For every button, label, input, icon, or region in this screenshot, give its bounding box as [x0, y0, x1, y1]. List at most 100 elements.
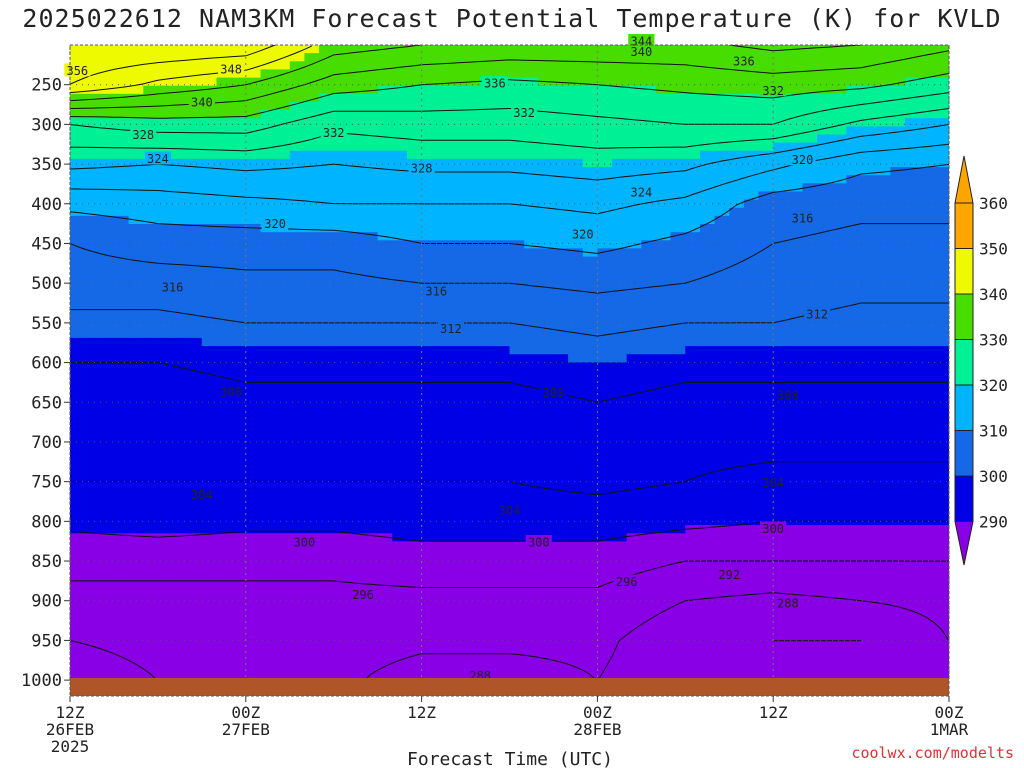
field-cell — [333, 386, 349, 396]
field-cell — [641, 647, 657, 656]
field-cell — [480, 403, 496, 412]
field-cell — [450, 508, 467, 518]
field-cell — [436, 557, 452, 567]
field-cell — [597, 134, 613, 144]
field-cell — [626, 102, 642, 111]
field-cell — [70, 199, 86, 209]
contour-line-308 — [70, 362, 949, 403]
field-cell — [831, 110, 847, 119]
field-cell — [436, 272, 452, 282]
field-cell — [905, 142, 921, 152]
field-cell — [641, 337, 657, 347]
field-cell — [99, 419, 115, 428]
field-cell — [685, 468, 701, 477]
field-cell — [773, 207, 789, 217]
field-cell — [187, 386, 203, 396]
field-cell — [99, 158, 115, 168]
field-cell — [846, 598, 862, 608]
field-cell — [465, 53, 481, 62]
field-cell — [743, 606, 760, 616]
field-cell — [99, 167, 115, 176]
field-cell — [905, 508, 921, 518]
field-cell — [538, 305, 555, 315]
field-cell — [934, 525, 949, 534]
field-cell — [568, 150, 584, 160]
field-cell — [260, 378, 276, 388]
field-cell — [260, 541, 276, 551]
field-cell — [84, 191, 100, 201]
field-cell — [319, 370, 335, 380]
credit-link[interactable]: coolwx.com/modelts — [851, 744, 1014, 762]
field-cell — [231, 525, 247, 534]
field-cell — [787, 492, 804, 502]
field-cell — [114, 232, 130, 241]
field-cell — [392, 281, 408, 290]
field-cell — [802, 232, 818, 241]
field-cell — [875, 232, 891, 241]
field-cell — [436, 118, 452, 127]
field-cell — [509, 313, 525, 323]
field-cell — [333, 305, 349, 315]
field-cell — [831, 565, 847, 575]
field-cell — [700, 549, 716, 559]
field-cell — [70, 443, 86, 453]
field-cell — [333, 565, 349, 575]
field-cell — [392, 191, 408, 201]
field-cell — [128, 630, 144, 640]
field-cell — [333, 142, 349, 152]
field-cell — [319, 337, 335, 347]
field-cell — [201, 297, 218, 306]
field-cell — [363, 622, 379, 632]
field-cell — [392, 541, 408, 551]
field-cell — [407, 53, 423, 62]
field-cell — [333, 403, 349, 412]
field-cell — [363, 606, 379, 616]
field-cell — [114, 321, 130, 331]
field-cell — [509, 655, 525, 664]
field-cell — [348, 378, 364, 388]
field-cell — [450, 468, 467, 477]
field-cell — [509, 77, 525, 87]
field-cell — [143, 337, 159, 347]
field-cell — [670, 460, 686, 469]
field-cell — [568, 53, 584, 62]
field-cell — [333, 435, 349, 445]
field-cell — [773, 167, 789, 176]
field-cell — [114, 256, 130, 266]
field-cell — [553, 378, 569, 388]
contour-label: 316 — [162, 281, 184, 295]
field-cell — [743, 215, 760, 225]
field-cell — [700, 167, 716, 176]
field-cell — [421, 525, 437, 534]
field-cell — [114, 61, 130, 70]
field-cell — [201, 533, 218, 542]
contour-label: 340 — [191, 96, 213, 110]
field-cell — [656, 614, 672, 624]
field-cell — [714, 313, 730, 323]
field-cell — [714, 53, 730, 62]
field-cell — [114, 508, 130, 518]
field-cell — [509, 150, 525, 160]
field-cell — [260, 476, 276, 485]
field-cell — [641, 671, 657, 678]
field-cell — [407, 647, 423, 656]
field-cell — [905, 150, 921, 160]
field-cell — [597, 606, 613, 616]
field-cell — [787, 630, 804, 640]
field-cell — [817, 443, 833, 453]
field-cell — [802, 272, 818, 282]
field-cell — [875, 150, 891, 160]
field-cell — [465, 256, 481, 266]
field-cell — [157, 289, 174, 298]
field-cell — [70, 460, 86, 469]
field-cell — [348, 476, 364, 485]
field-cell — [612, 158, 628, 168]
field-cell — [846, 167, 862, 176]
field-cell — [70, 419, 86, 428]
field-cell — [392, 158, 408, 168]
field-cell — [480, 370, 496, 380]
field-cell — [480, 468, 496, 477]
field-cell — [494, 150, 511, 160]
field-cell — [363, 45, 379, 54]
field-cell — [890, 313, 906, 323]
